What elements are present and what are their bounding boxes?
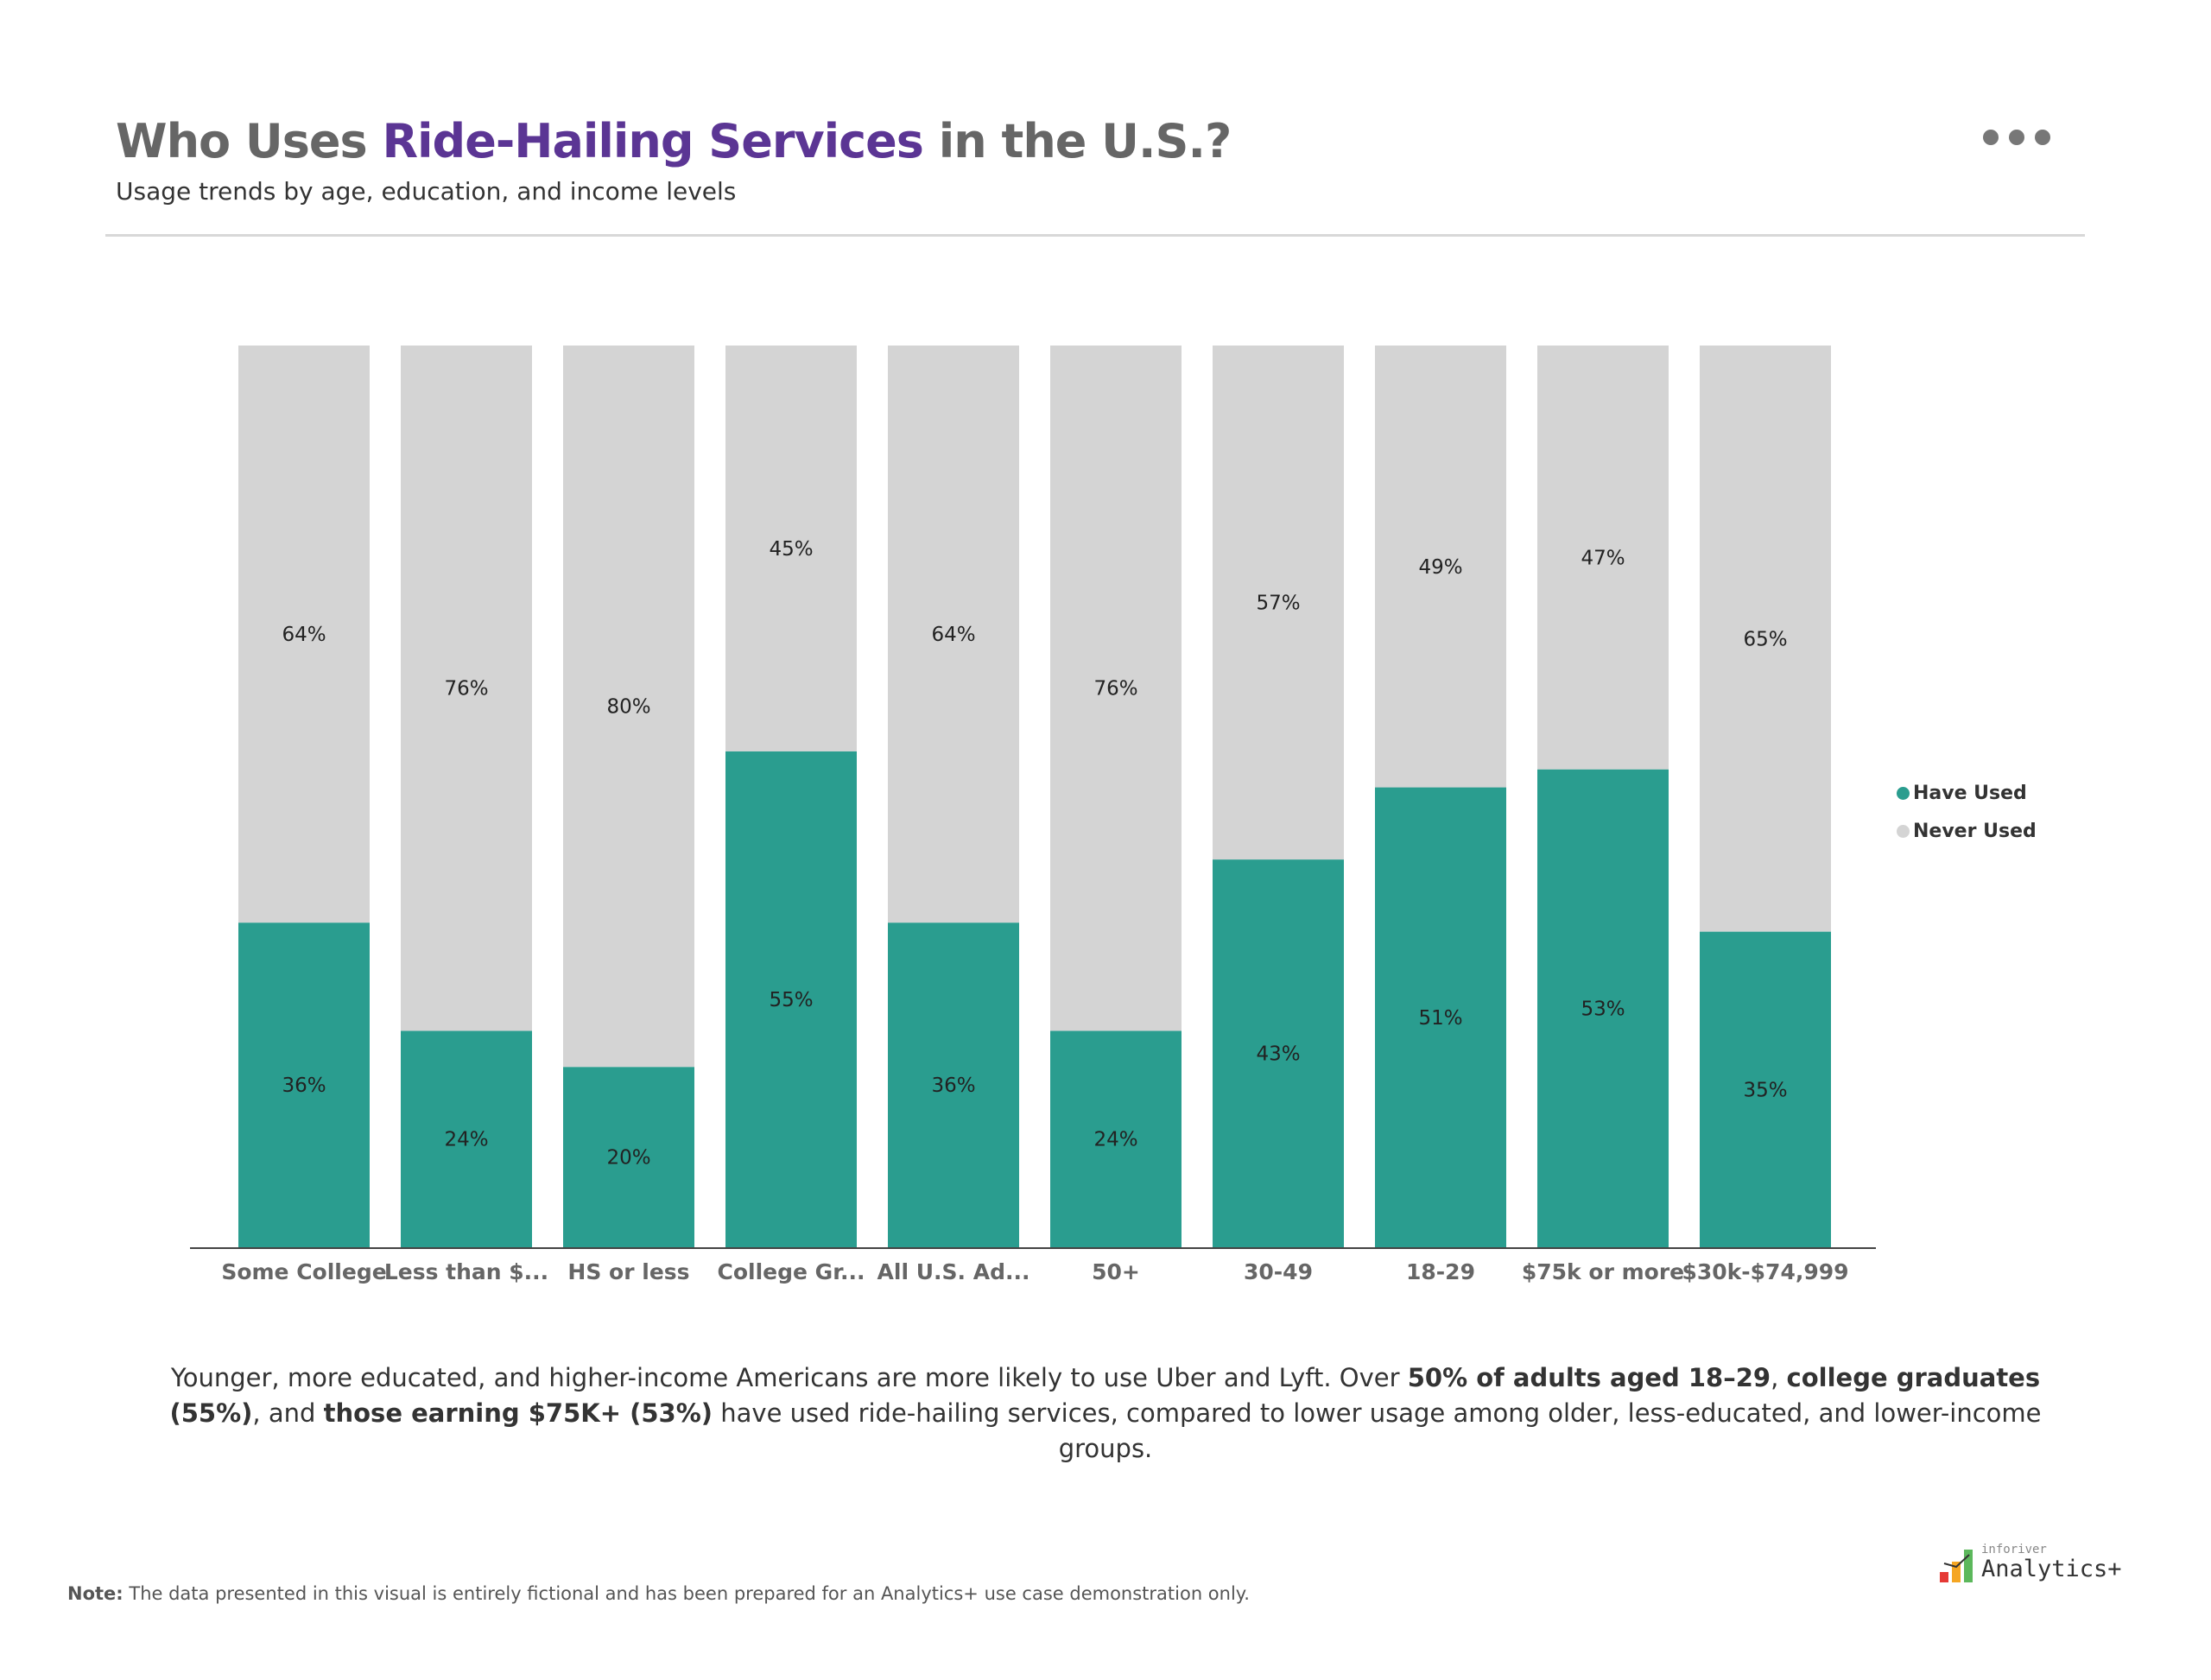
note-text: The data presented in this visual is ent… — [123, 1583, 1250, 1604]
bar-segment-have-used[interactable] — [563, 1067, 694, 1247]
bar-segment-have-used[interactable] — [1375, 787, 1506, 1247]
data-label: 57% — [1256, 593, 1300, 615]
category-label: 18-29 — [1406, 1259, 1475, 1284]
bar-segment-never-used[interactable] — [563, 346, 694, 1068]
category-label: 30-49 — [1244, 1259, 1313, 1284]
category-label: College Gr... — [718, 1259, 865, 1284]
data-label: 76% — [1093, 678, 1137, 701]
category-label: All U.S. Ad... — [877, 1259, 1030, 1284]
data-label: 53% — [1581, 998, 1625, 1020]
bar-segment-never-used[interactable] — [1537, 346, 1669, 770]
data-label: 45% — [769, 538, 813, 561]
data-label: 35% — [1743, 1079, 1787, 1101]
data-label: 76% — [444, 678, 488, 701]
bar-segment-have-used[interactable] — [1213, 859, 1344, 1247]
legend-label: Have Used — [1913, 782, 2027, 804]
bar-segment-have-used[interactable] — [238, 922, 370, 1247]
category-label: 50+ — [1092, 1259, 1140, 1284]
bar-segment-never-used[interactable] — [1375, 346, 1506, 788]
category-label: $75k or more — [1522, 1259, 1684, 1284]
bar-segment-have-used[interactable] — [888, 922, 1019, 1247]
page-subtitle: Usage trends by age, education, and inco… — [116, 177, 737, 206]
ellipsis-icon[interactable] — [1983, 130, 2050, 145]
summary-bold: college graduates (55%) — [169, 1363, 2049, 1428]
summary-part: , and — [252, 1398, 324, 1428]
bar-segment-never-used[interactable] — [888, 346, 1019, 923]
bar-segment-have-used[interactable] — [725, 751, 857, 1247]
bar-segment-have-used[interactable] — [1537, 769, 1669, 1247]
data-label: 24% — [444, 1129, 488, 1151]
legend-dot — [1897, 824, 1910, 838]
category-label: Less than $... — [384, 1259, 548, 1284]
summary-part: Younger, more educated, and higher-incom… — [170, 1363, 1408, 1392]
data-label: 24% — [1093, 1129, 1137, 1151]
bar-segment-have-used[interactable] — [1050, 1030, 1182, 1247]
category-label: HS or less — [567, 1259, 689, 1284]
data-label: 80% — [606, 696, 650, 719]
title-text-end: in the U.S.? — [922, 114, 1232, 168]
category-label: $30k-$74,999 — [1682, 1259, 1848, 1284]
summary-part: , — [1771, 1363, 1787, 1392]
summary-bold: those earning $75K+ (53%) — [323, 1398, 713, 1428]
legend-label: Never Used — [1913, 820, 2037, 842]
summary-bold: 50% of adults aged 18–29 — [1407, 1363, 1771, 1392]
legend-item-never-used[interactable]: Never Used — [1897, 812, 2037, 850]
data-label: 55% — [769, 989, 813, 1011]
logo-brand: inforiver — [1981, 1543, 2047, 1556]
title-highlight: Ride-Hailing Services — [382, 114, 923, 168]
bar-segment-never-used[interactable] — [1700, 346, 1831, 932]
legend: Have Used Never Used — [1897, 774, 2037, 850]
summary-part: have used ride-hailing services, compare… — [713, 1398, 2049, 1463]
note-label: Note: — [67, 1583, 124, 1604]
summary-text: Younger, more educated, and higher-incom… — [155, 1360, 2056, 1467]
bar-segment-never-used[interactable] — [401, 346, 532, 1031]
legend-dot — [1897, 786, 1910, 800]
data-label: 43% — [1256, 1043, 1300, 1066]
bar-segment-have-used[interactable] — [1700, 931, 1831, 1247]
bar-chart-logo-icon — [1940, 1550, 1973, 1582]
footnote: Note: The data presented in this visual … — [67, 1583, 1250, 1604]
data-label: 49% — [1418, 556, 1462, 579]
data-label: 20% — [606, 1147, 650, 1170]
category-label: Some College — [221, 1259, 386, 1284]
data-label: 65% — [1743, 628, 1787, 650]
data-label: 64% — [931, 624, 975, 646]
data-label: 47% — [1581, 547, 1625, 569]
data-label: 36% — [282, 1075, 326, 1097]
logo: inforiver Analytics+ — [1938, 1543, 2122, 1582]
bar-segment-have-used[interactable] — [401, 1030, 532, 1247]
bar-segment-never-used[interactable] — [238, 346, 370, 923]
data-label: 51% — [1418, 1007, 1462, 1030]
data-label: 64% — [282, 624, 326, 646]
data-label: 36% — [931, 1075, 975, 1097]
bar-segment-never-used[interactable] — [1050, 346, 1182, 1031]
page-title: Who Uses Ride-Hailing Services in the U.… — [116, 114, 1232, 168]
title-text: Who Uses — [116, 114, 383, 168]
legend-item-have-used[interactable]: Have Used — [1897, 774, 2037, 812]
logo-product: Analytics+ — [1981, 1556, 2122, 1582]
divider — [105, 234, 2085, 237]
bar-segment-never-used[interactable] — [725, 346, 857, 751]
bar-segment-never-used[interactable] — [1213, 346, 1344, 860]
